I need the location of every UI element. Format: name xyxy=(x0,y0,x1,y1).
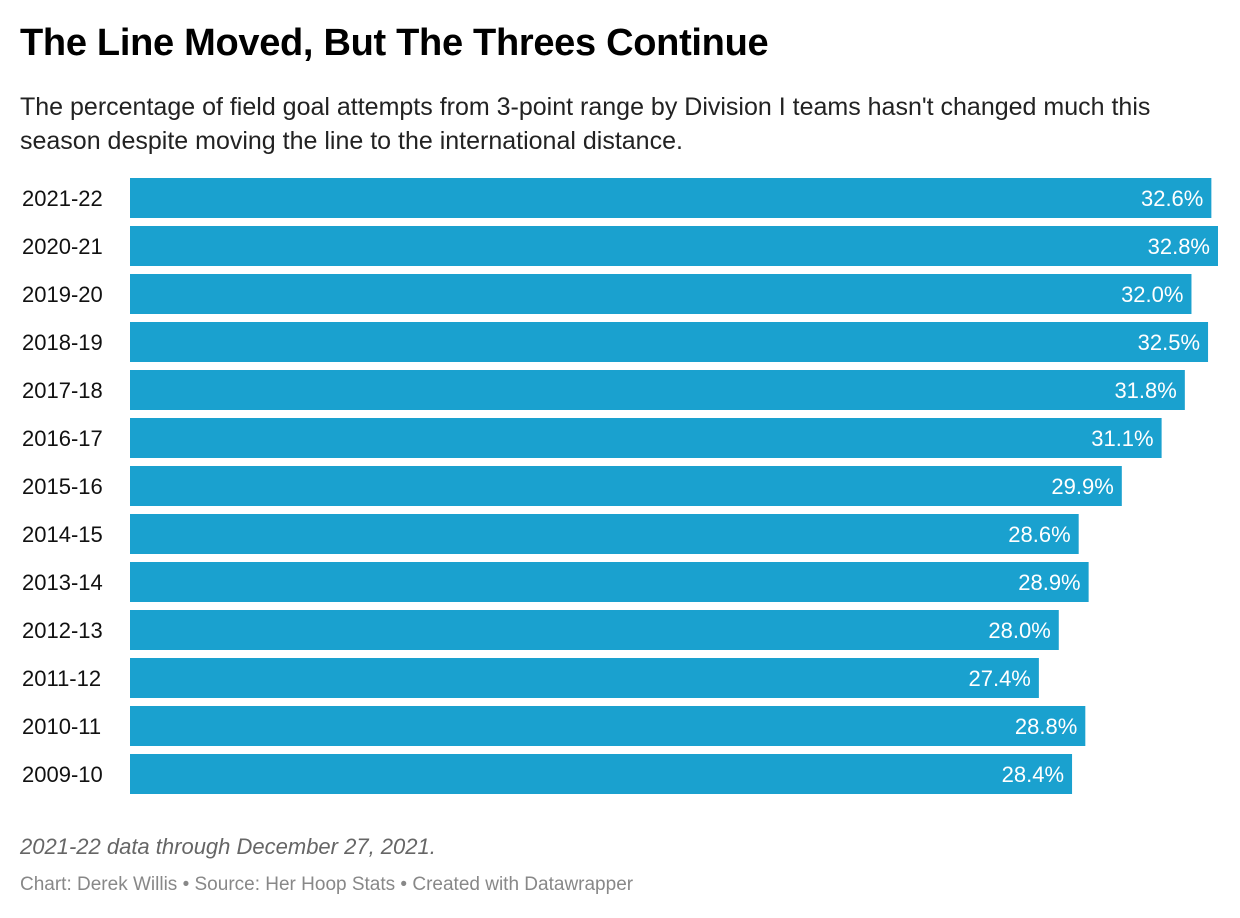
category-label: 2018-19 xyxy=(22,330,103,355)
bar xyxy=(130,274,1192,314)
category-label: 2011-12 xyxy=(22,666,101,691)
value-label: 28.8% xyxy=(1015,714,1077,739)
chart-title: The Line Moved, But The Threes Continue xyxy=(20,22,769,64)
footnote: 2021-22 data through December 27, 2021. xyxy=(20,834,436,859)
bar xyxy=(130,226,1218,266)
chart-subtitle: The percentage of field goal attempts fr… xyxy=(20,93,1151,155)
bar xyxy=(130,754,1073,794)
bar xyxy=(130,562,1089,602)
value-label: 32.6% xyxy=(1141,186,1203,211)
bar xyxy=(130,178,1212,218)
bar xyxy=(130,610,1059,650)
value-label: 31.1% xyxy=(1091,426,1153,451)
category-label: 2012-13 xyxy=(22,618,103,643)
category-label: 2015-16 xyxy=(22,474,103,499)
category-label: 2020-21 xyxy=(22,234,103,259)
category-label: 2019-20 xyxy=(22,282,103,307)
credits: Chart: Derek Willis • Source: Her Hoop S… xyxy=(20,874,634,895)
bar xyxy=(130,322,1209,362)
value-label: 32.5% xyxy=(1138,330,1200,355)
value-label: 28.0% xyxy=(988,618,1050,643)
category-label: 2021-22 xyxy=(22,186,103,211)
category-label: 2010-11 xyxy=(22,714,101,739)
bar xyxy=(130,418,1162,458)
value-label: 27.4% xyxy=(968,666,1030,691)
value-label: 31.8% xyxy=(1114,378,1176,403)
category-label: 2014-15 xyxy=(22,522,103,547)
bar xyxy=(130,466,1122,506)
bar xyxy=(130,658,1039,698)
category-label: 2009-10 xyxy=(22,762,103,787)
value-label: 28.4% xyxy=(1002,762,1064,787)
bar xyxy=(130,514,1079,554)
category-label: 2016-17 xyxy=(22,426,103,451)
bar xyxy=(130,370,1185,410)
value-label: 28.6% xyxy=(1008,522,1070,547)
category-label: 2013-14 xyxy=(22,570,103,595)
value-label: 32.8% xyxy=(1148,234,1210,259)
value-label: 32.0% xyxy=(1121,282,1183,307)
value-label: 28.9% xyxy=(1018,570,1080,595)
value-label: 29.9% xyxy=(1051,474,1113,499)
category-label: 2017-18 xyxy=(22,378,103,403)
bar xyxy=(130,706,1086,746)
